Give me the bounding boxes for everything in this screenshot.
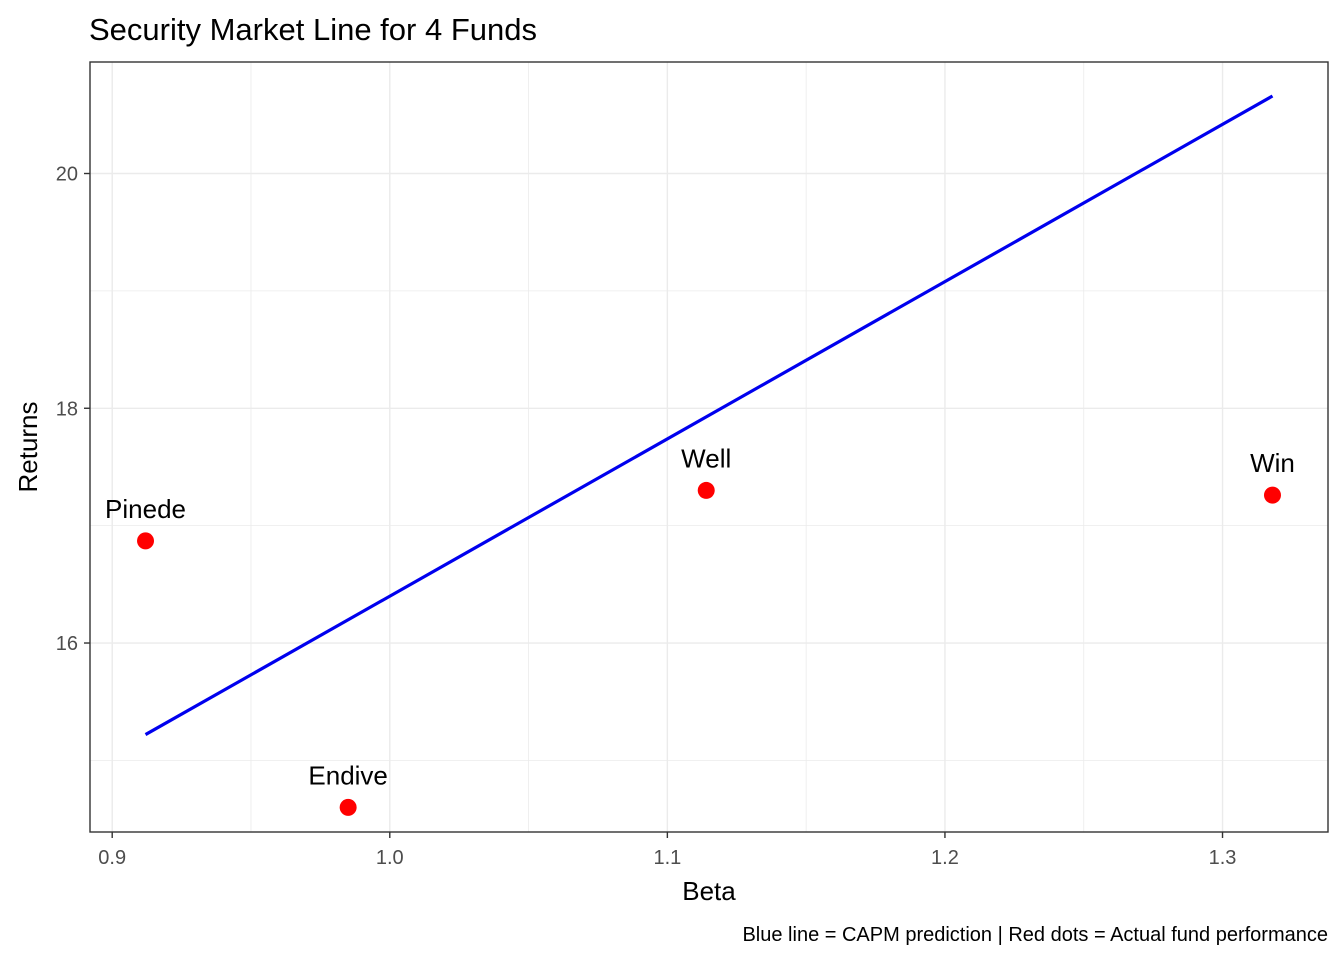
x-tick-label: 1.2 [931, 847, 959, 869]
x-tick-label: 1.0 [376, 847, 404, 869]
y-tick-label: 20 [56, 164, 78, 186]
fund-point [137, 532, 155, 550]
capm-line-layer [144, 94, 1274, 736]
y-axis-ticks: 16 18 20 [56, 164, 90, 655]
fund-point [339, 798, 357, 816]
x-tick-label: 1.1 [653, 847, 681, 869]
grid-lines [90, 62, 1328, 832]
x-tick-label: 1.3 [1209, 847, 1237, 869]
fund-point [1263, 486, 1281, 504]
chart-title: Security Market Line for 4 Funds [89, 12, 537, 47]
y-tick-label: 18 [56, 398, 78, 420]
fund-points-layer: Pinede Endive Well Win [105, 443, 1295, 816]
plot-panel-border [89, 61, 1329, 833]
x-tick-label: 0.9 [98, 847, 126, 869]
x-axis-ticks: 0.9 1.0 1.1 1.2 1.3 [98, 832, 1236, 869]
y-tick-label: 16 [56, 633, 78, 655]
chart-caption: Blue line = CAPM prediction | Red dots =… [742, 924, 1328, 946]
fund-point-label: Endive [308, 760, 388, 790]
fund-point [697, 481, 715, 499]
y-axis-title: Returns [13, 401, 43, 492]
x-axis-title: Beta [682, 876, 736, 906]
fund-point-label: Win [1250, 448, 1295, 478]
fund-point-label: Well [681, 443, 731, 473]
fund-point-label: Pinede [105, 494, 186, 524]
capm-line [144, 94, 1274, 736]
